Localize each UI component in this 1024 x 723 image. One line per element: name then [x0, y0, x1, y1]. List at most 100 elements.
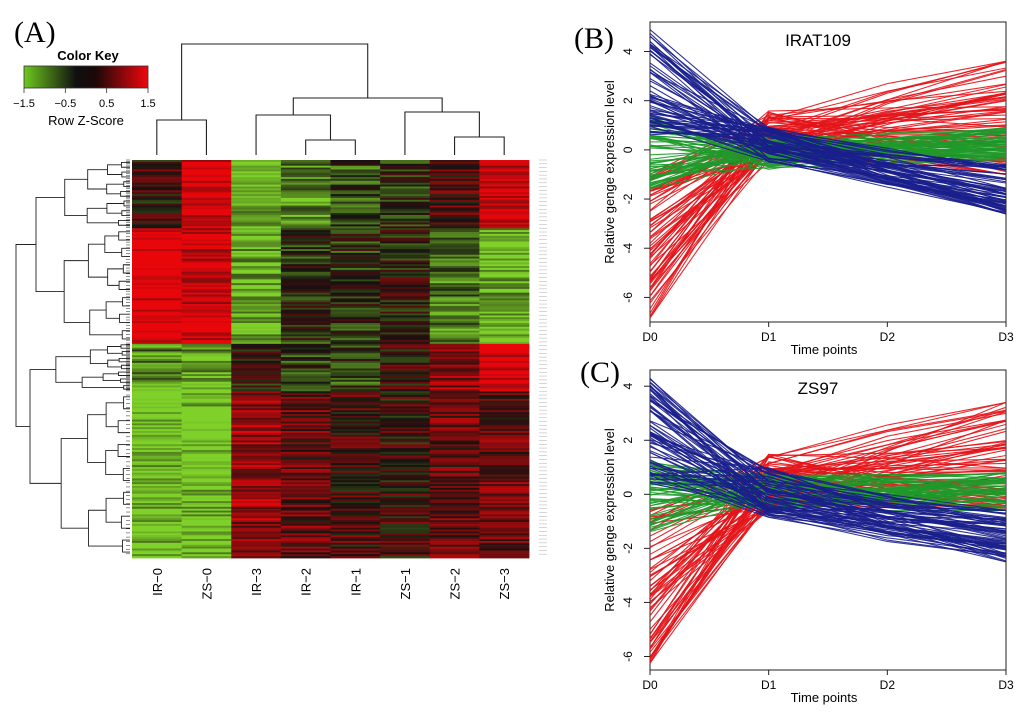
- heatmap-cell: [479, 412, 530, 415]
- heatmap-cell: [380, 182, 431, 186]
- heatmap-cell: [380, 537, 431, 540]
- heatmap-cell: [280, 235, 331, 239]
- heatmap-cell: [380, 304, 431, 307]
- heatmap-cell: [380, 207, 431, 210]
- heatmap-cell: [181, 451, 232, 455]
- heatmap-cell: [280, 220, 331, 223]
- heatmap-cell: [479, 512, 530, 515]
- heatmap-cell: [181, 197, 232, 201]
- heatmap-cell: [280, 319, 331, 322]
- heatmap-cell: [479, 387, 530, 390]
- heatmap-cell: [231, 302, 282, 305]
- series-line-blue: [649, 117, 1007, 213]
- heatmap-cell: [280, 332, 331, 335]
- heatmap-cell: [132, 340, 183, 343]
- heatmap-cell: [429, 245, 480, 248]
- y-tick-label: -6: [621, 292, 635, 303]
- heatmap-cell: [231, 470, 282, 474]
- heatmap-cell: [479, 487, 530, 491]
- heatmap-cell: [479, 178, 530, 182]
- heatmap-cell: [429, 237, 480, 240]
- heatmap-cell: [429, 351, 480, 354]
- heatmap-cell: [181, 389, 232, 392]
- heatmap-cell: [380, 161, 431, 165]
- heatmap-cell: [280, 451, 331, 455]
- heatmap-cell: [280, 400, 331, 403]
- column-label: IR−1: [348, 568, 363, 596]
- heatmap-cell: [231, 552, 282, 555]
- x-tick-label: D2: [880, 678, 896, 692]
- heatmap-cell: [380, 523, 431, 527]
- heatmap-cell: [330, 525, 381, 529]
- y-tick-label: 2: [621, 97, 635, 104]
- heatmap-cell: [429, 501, 480, 504]
- heatmap-cell: [231, 167, 282, 170]
- heatmap-cell: [479, 269, 530, 273]
- heatmap-cell: [330, 186, 381, 189]
- heatmap-cell: [132, 262, 183, 265]
- heatmap-cell: [280, 213, 331, 216]
- heatmap-cell: [479, 472, 530, 476]
- heatmap-cell: [380, 192, 431, 195]
- heatmap-cell: [280, 417, 331, 421]
- heatmap-cell: [330, 180, 381, 184]
- heatmap-cell: [280, 556, 331, 559]
- heatmap-cell: [429, 203, 480, 206]
- heatmap-cell: [280, 463, 331, 466]
- heatmap-cell: [380, 521, 431, 525]
- heatmap-cell: [132, 207, 183, 210]
- heatmap-cell: [479, 326, 530, 330]
- heatmap-cell: [132, 518, 183, 521]
- heatmap-cell: [429, 322, 480, 326]
- heatmap-cell: [132, 514, 183, 517]
- heatmap-cell: [429, 190, 480, 193]
- y-axis-label: Relative genge expression level: [602, 428, 617, 612]
- heatmap-cell: [181, 372, 232, 375]
- heatmap-cell: [330, 491, 381, 494]
- heatmap-cell: [429, 453, 480, 457]
- heatmap-cell: [380, 396, 431, 400]
- color-key-xlabel: Row Z-Score: [48, 113, 124, 128]
- heatmap-cell: [429, 417, 480, 421]
- heatmap-cell: [132, 550, 183, 553]
- heatmap-cell: [231, 429, 282, 432]
- heatmap-cell: [479, 391, 530, 394]
- heatmap-cell: [429, 360, 480, 364]
- heatmap-cell: [132, 239, 183, 242]
- heatmap-cell: [280, 184, 331, 187]
- heatmap-cell: [132, 487, 183, 491]
- heatmap-cell: [181, 374, 232, 377]
- heatmap-cell: [479, 201, 530, 204]
- heatmap-cell: [380, 520, 431, 523]
- heatmap-cell: [380, 258, 431, 261]
- heatmap-cell: [181, 457, 232, 460]
- heatmap-cell: [479, 330, 530, 333]
- heatmap-cell: [479, 470, 530, 474]
- heatmap-cell: [429, 178, 480, 182]
- heatmap-cell: [181, 336, 232, 339]
- heatmap-cell: [479, 376, 530, 379]
- panel-b-label: (B): [574, 22, 614, 55]
- heatmap-cell: [231, 457, 282, 460]
- heatmap-cell: [429, 205, 480, 208]
- heatmap-cell: [181, 177, 232, 180]
- heatmap-cell: [330, 415, 381, 419]
- heatmap-cell: [330, 539, 381, 542]
- heatmap-cell: [231, 196, 282, 199]
- heatmap-cell: [231, 512, 282, 515]
- heatmap-cell: [479, 192, 530, 195]
- heatmap-cell: [380, 453, 431, 457]
- heatmap-cell: [132, 535, 183, 538]
- heatmap-cell: [280, 271, 331, 275]
- heatmap-cell: [330, 226, 381, 229]
- heatmap-cell: [181, 504, 232, 508]
- heatmap-cell: [280, 245, 331, 248]
- heatmap-cell: [181, 391, 232, 394]
- heatmap-cell: [330, 345, 381, 349]
- heatmap-cell: [479, 461, 530, 464]
- heatmap-cell: [132, 495, 183, 498]
- heatmap-cell: [380, 508, 431, 512]
- heatmap-cell: [181, 332, 232, 335]
- heatmap-cell: [231, 349, 282, 352]
- heatmap-cell: [132, 359, 183, 362]
